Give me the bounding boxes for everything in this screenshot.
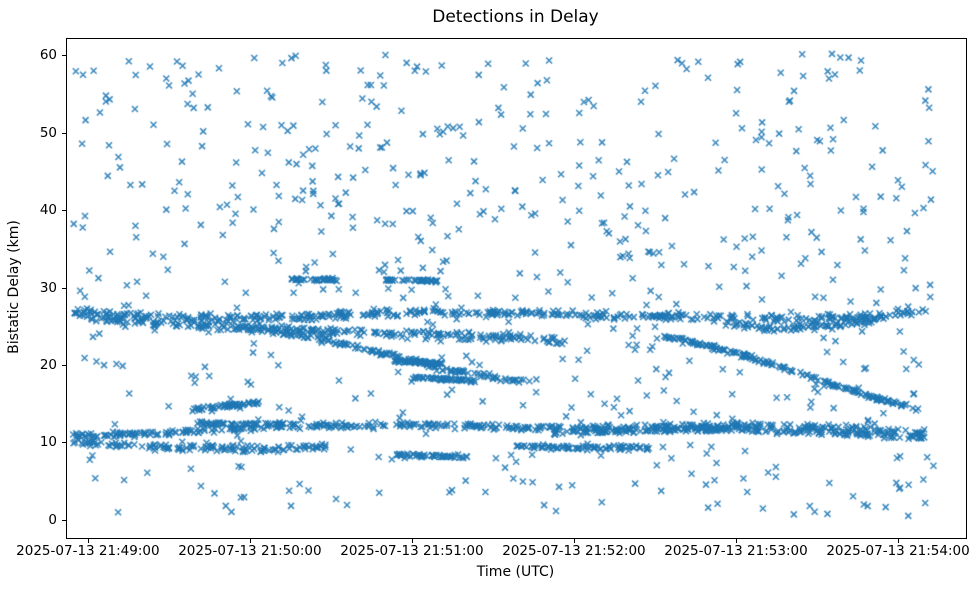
x-tick-label: 2025-07-13 21:54:00 — [826, 543, 970, 559]
y-tick-label: 60 — [39, 47, 57, 64]
x-tick-mark — [249, 539, 251, 543]
x-tick-mark — [411, 539, 413, 543]
scatter-plot-canvas — [67, 39, 966, 538]
y-tick-label: 40 — [39, 202, 57, 218]
y-tick-mark — [62, 519, 66, 521]
y-tick-label: 30 — [39, 279, 57, 296]
x-tick-label: 2025-07-13 21:53:00 — [664, 543, 808, 559]
x-tick-label: 2025-07-13 21:49:00 — [16, 543, 160, 559]
x-tick-label: 2025-07-13 21:51:00 — [340, 543, 484, 559]
x-tick-mark — [735, 539, 737, 543]
y-tick-mark — [62, 364, 66, 366]
y-tick-label: 50 — [39, 124, 57, 141]
plot-area — [66, 38, 967, 539]
y-tick-mark — [62, 442, 66, 444]
y-tick-mark — [62, 287, 66, 289]
y-tick-label: 10 — [39, 434, 57, 451]
y-axis-label: Bistatic Delay (km) — [6, 220, 22, 354]
y-tick-label: 20 — [39, 356, 57, 373]
x-tick-label: 2025-07-13 21:52:00 — [502, 543, 646, 559]
x-tick-mark — [898, 539, 900, 543]
y-tick-mark — [62, 55, 66, 57]
x-tick-mark — [87, 539, 89, 543]
y-tick-mark — [62, 210, 66, 211]
x-tick-mark — [573, 539, 575, 543]
chart-title: Detections in Delay — [432, 7, 599, 27]
y-tick-label: 0 — [48, 511, 57, 528]
y-tick-mark — [62, 132, 66, 134]
x-tick-label: 2025-07-13 21:50:00 — [178, 543, 322, 559]
x-axis-label: Time (UTC) — [476, 564, 555, 580]
